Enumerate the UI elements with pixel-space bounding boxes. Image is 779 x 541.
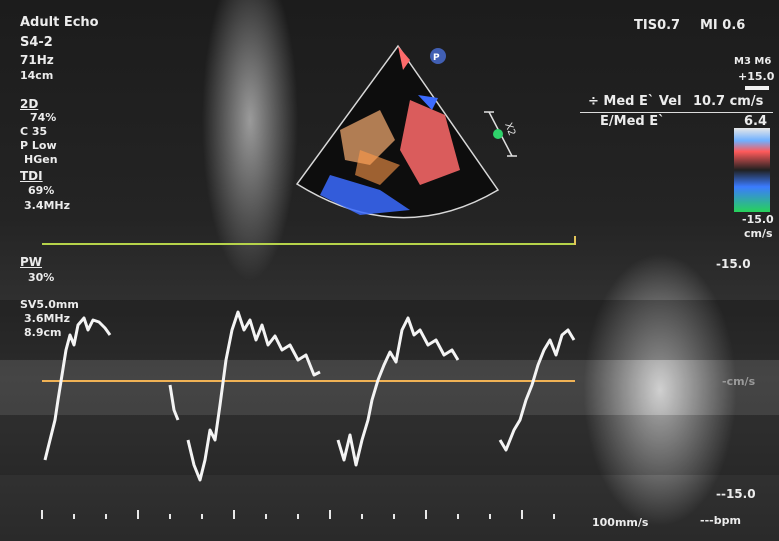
pw-gain: 30% (28, 271, 55, 284)
time-ticks (41, 510, 555, 519)
probe-label: S4-2 (20, 35, 53, 50)
color-bar-cap (745, 86, 769, 90)
mi-value: MI 0.6 (700, 18, 746, 33)
pw-freq: 3.6MHz (24, 312, 71, 325)
2d-harmonic: HGen (24, 153, 58, 166)
pw-gate-line (42, 236, 576, 245)
pw-sample-volume: SV5.0mm (20, 298, 79, 311)
heart-rate: ---bpm (700, 514, 741, 527)
sweep-speed: 100mm/s (592, 516, 649, 529)
depth-marker-label: X2 (502, 121, 517, 137)
sector-image (295, 44, 500, 219)
spectral-band-light (0, 360, 779, 415)
doppler-spectral-trace (43, 310, 576, 482)
tdi-freq: 3.4MHz (24, 199, 71, 212)
spectral-scale-middle: -cm/s (722, 375, 756, 388)
depth-label: 14cm (20, 69, 54, 82)
2d-compression: C 35 (20, 125, 48, 138)
sector-marker-label: P (433, 53, 440, 63)
med-e-vel-value: 10.7 cm/s (693, 94, 764, 109)
frame-rate: 71Hz (20, 53, 54, 67)
2d-label: 2D (20, 97, 39, 111)
color-map-label: M3 M6 (734, 56, 772, 67)
e-med-e-value: 6.4 (744, 114, 768, 129)
spectral-scale-bottom: --15.0 (716, 487, 756, 501)
e-med-e-label: E/Med E` (600, 114, 665, 129)
med-e-vel-label: ÷ Med E` Vel (588, 94, 682, 109)
measurement-divider (580, 112, 773, 113)
2d-power: P Low (20, 139, 57, 152)
depth-caliper (484, 111, 517, 157)
pw-depth: 8.9cm (24, 326, 62, 339)
tis-value: TIS0.7 (634, 18, 681, 33)
spectral-band-mid (0, 415, 779, 475)
tdi-color-bar (734, 128, 770, 212)
mode-label: Adult Echo (20, 15, 99, 30)
pw-label: PW (20, 255, 43, 269)
sector-marker-dot (430, 48, 446, 64)
spectral-scale-top: -15.0 (716, 257, 751, 271)
2d-gain: 74% (30, 111, 57, 124)
color-scale-top: +15.0 (738, 70, 775, 83)
tdi-label: TDI (20, 169, 43, 183)
color-scale-unit: cm/s (744, 227, 773, 240)
spectral-band-dark (0, 300, 779, 360)
tdi-gain: 69% (28, 184, 55, 197)
color-scale-bottom: -15.0 (742, 213, 774, 226)
